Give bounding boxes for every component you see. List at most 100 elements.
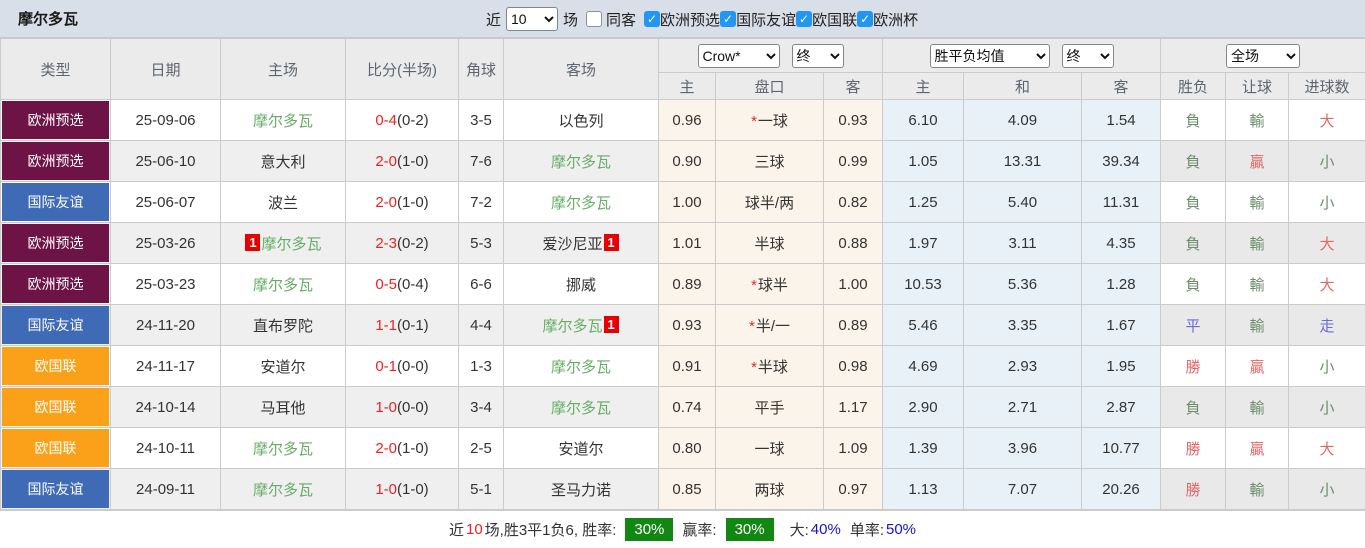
avg-draw-odds-cell: 5.36: [963, 263, 1082, 305]
avg-home-odds-cell: 10.53: [882, 263, 964, 305]
avg-away-odds-cell: 20.26: [1080, 468, 1162, 510]
goals-result: 小: [1319, 358, 1335, 376]
win-lose-result: 負: [1185, 153, 1201, 171]
full-time-score: 0-1: [375, 357, 397, 375]
table-row: 欧国联 24-11-17 安道尔 0-1(0-0) 1-3 摩尔多瓦 0.91 …: [0, 345, 1365, 387]
full-time-score: 0-4: [375, 111, 397, 129]
avg-type-select[interactable]: 胜平负均值: [929, 43, 1050, 68]
corner-cell: 6-6: [458, 263, 504, 305]
score-cell: 0-4(0-2): [345, 99, 459, 141]
goals-result: 大: [1319, 276, 1335, 294]
games-label: 场: [563, 11, 579, 29]
away-team-cell: 摩尔多瓦: [503, 181, 659, 223]
home-team-cell: 意大利: [220, 140, 346, 182]
away-team-name: 挪威: [565, 276, 596, 294]
half-time-score: (0-1): [397, 316, 429, 334]
handicap-away-odds-cell: 1.09: [823, 427, 883, 469]
home-team-name: 摩尔多瓦: [252, 112, 313, 130]
home-team-name: 摩尔多瓦: [252, 481, 313, 499]
handicap-home-odds-cell: 0.91: [658, 345, 716, 387]
match-type-badge: 欧国联: [2, 388, 109, 426]
result-cell: 勝: [1160, 427, 1227, 469]
filter-checkbox-nations-league[interactable]: [796, 11, 813, 27]
away-team-name: 爱沙尼亚: [542, 235, 603, 253]
full-time-score: 1-0: [375, 398, 397, 416]
match-type-badge: 欧洲预选: [2, 142, 109, 180]
away-team-cell: 以色列: [503, 99, 659, 141]
date-cell: 25-06-10: [110, 140, 221, 182]
handicap-away-odds-cell: 1.00: [823, 263, 883, 305]
avg-home-odds-cell: 1.25: [882, 181, 964, 223]
handicap-line: 两球: [754, 481, 785, 499]
handicap-result: 輸: [1249, 194, 1265, 212]
match-type-cell: 国际友谊: [0, 181, 111, 223]
handicap-home-odds-cell: 1.00: [658, 181, 716, 223]
date-cell: 24-09-11: [110, 468, 221, 510]
goals-result-cell: 小: [1288, 468, 1365, 510]
filter-checkbox-friendly[interactable]: [720, 11, 737, 27]
handicap-result-cell: 輸: [1225, 222, 1290, 264]
handicap-result-cell: 贏: [1225, 140, 1290, 182]
half-time-score: (0-4): [397, 275, 429, 293]
full-time-score: 2-0: [375, 152, 397, 170]
goals-result-cell: 大: [1288, 427, 1365, 469]
score-cell: 1-0(0-0): [345, 386, 459, 428]
star-mark: *: [751, 276, 757, 294]
score-cell: 1-0(1-0): [345, 468, 459, 510]
scope-select[interactable]: 全场: [1226, 43, 1301, 68]
avg-away-odds-cell: 1.28: [1080, 263, 1162, 305]
goals-result: 小: [1319, 153, 1335, 171]
filter-checkbox-euro-cup[interactable]: [857, 11, 874, 27]
half-time-score: (1-0): [397, 480, 429, 498]
handicap-result-cell: 輸: [1225, 468, 1290, 510]
handicap-result-cell: 輸: [1225, 181, 1290, 223]
handicap-result: 輸: [1249, 481, 1265, 499]
handicap-away-odds-cell: 0.97: [823, 468, 883, 510]
handicap-line: 半/一: [755, 317, 790, 335]
win-rate-badge: 30%: [625, 518, 674, 541]
star-mark: *: [751, 358, 757, 376]
corner-cell: 7-2: [458, 181, 504, 223]
avg-away-odds-cell: 1.67: [1080, 304, 1162, 346]
away-team-name: 摩尔多瓦: [542, 317, 603, 335]
handicap-result-cell: 輸: [1225, 304, 1290, 346]
match-type-cell: 欧国联: [0, 386, 111, 428]
score-cell: 2-3(0-2): [345, 222, 459, 264]
handicap-line-cell: *一球: [715, 99, 824, 141]
half-time-score: (0-2): [397, 111, 429, 129]
away-team-cell: 摩尔多瓦: [503, 386, 659, 428]
avg-time-select[interactable]: 终: [1061, 43, 1114, 68]
match-type-badge: 欧国联: [2, 347, 109, 385]
handicap-line-cell: *半球: [715, 345, 824, 387]
handicap-away-odds-cell: 0.88: [823, 222, 883, 264]
home-team-name: 摩尔多瓦: [252, 440, 313, 458]
filter-checkbox-euro-qualifier[interactable]: [644, 11, 661, 27]
handicap-result: 輸: [1249, 317, 1265, 335]
scope-dropdown-group: 全场: [1160, 38, 1365, 73]
away-team-cell: 圣马力诺: [503, 468, 659, 510]
handicap-line: 一球: [757, 112, 788, 130]
same-venue-checkbox[interactable]: [586, 11, 603, 27]
goals-result-cell: 小: [1288, 386, 1365, 428]
match-type-badge: 欧洲预选: [2, 101, 109, 139]
avg-draw-odds-cell: 3.96: [963, 427, 1082, 469]
odds-time-select[interactable]: 终: [791, 43, 844, 68]
sub-header-handicap-away: 客: [823, 72, 883, 100]
result-cell: 勝: [1160, 345, 1227, 387]
odd-rate-value: 50%: [885, 521, 917, 538]
home-team-cell: 直布罗陀: [220, 304, 346, 346]
handicap-line-cell: 球半/两: [715, 181, 824, 223]
goals-result: 小: [1319, 194, 1335, 212]
sub-header-handicap-line: 盘口: [715, 72, 824, 100]
away-team-cell: 摩尔多瓦: [503, 140, 659, 182]
half-time-score: (1-0): [397, 152, 429, 170]
table-row: 国际友谊 24-09-11 摩尔多瓦 1-0(1-0) 5-1 圣马力诺 0.8…: [0, 468, 1365, 510]
odds-company-select[interactable]: Crow*: [697, 43, 780, 68]
match-type-cell: 国际友谊: [0, 304, 111, 346]
match-type-cell: 国际友谊: [0, 468, 111, 510]
avg-draw-odds-cell: 2.71: [963, 386, 1082, 428]
win-lose-result: 負: [1185, 194, 1201, 212]
match-count-select[interactable]: 10: [506, 7, 559, 31]
handicap-line-cell: 一球: [715, 427, 824, 469]
home-team-cell: 摩尔多瓦: [220, 263, 346, 305]
